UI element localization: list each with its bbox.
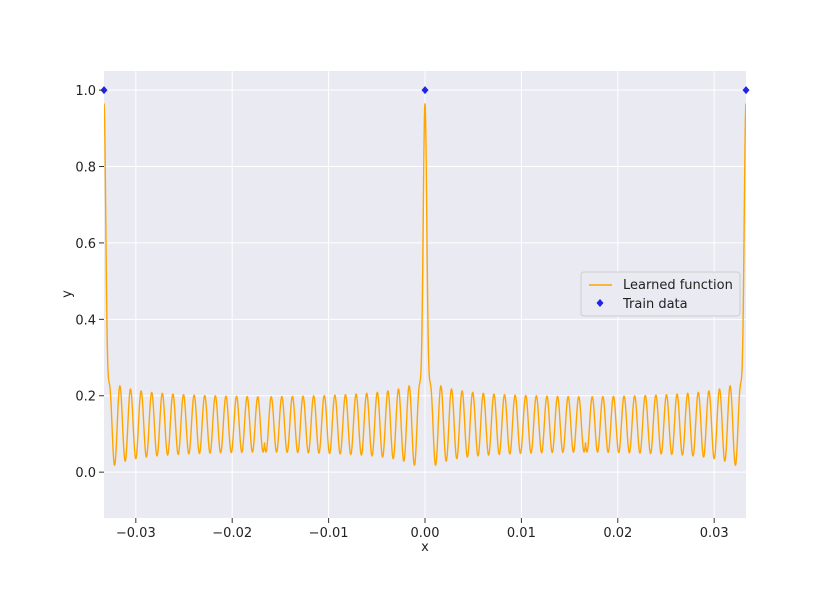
legend: Learned function Train data [580, 271, 741, 317]
x-axis-label: x [421, 540, 429, 555]
x-tick-label: 0.00 [411, 526, 440, 541]
train-data-points [100, 86, 750, 95]
legend-point-marker [596, 299, 604, 307]
train-data-point [421, 86, 429, 95]
y-tick-label: 1.0 [75, 84, 96, 99]
train-data-point [742, 86, 750, 95]
y-axis-label: y [60, 290, 75, 298]
x-tick-label: 0.01 [507, 526, 536, 541]
x-tick-label: 0.03 [700, 526, 729, 541]
legend-label-train-data: Train data [622, 297, 688, 312]
x-tick-label: −0.02 [212, 526, 252, 541]
grid [104, 71, 746, 518]
legend-box [580, 271, 741, 317]
legend-label-learned-function: Learned function [623, 278, 733, 293]
learned-function-line [104, 103, 746, 467]
y-tick-label: 0.2 [75, 390, 96, 405]
y-axis-ticks: 0.0 0.2 0.4 0.6 0.8 1.0 [75, 84, 104, 481]
y-tick-label: 0.0 [75, 466, 96, 481]
x-tick-label: −0.01 [309, 526, 349, 541]
y-tick-label: 0.4 [75, 313, 96, 328]
y-tick-label: 0.6 [75, 237, 96, 252]
x-tick-label: −0.03 [116, 526, 156, 541]
y-tick-label: 0.8 [75, 161, 96, 176]
x-axis-ticks: −0.03 −0.02 −0.01 0.00 0.01 0.02 0.03 [116, 518, 729, 541]
x-tick-label: 0.02 [603, 526, 632, 541]
